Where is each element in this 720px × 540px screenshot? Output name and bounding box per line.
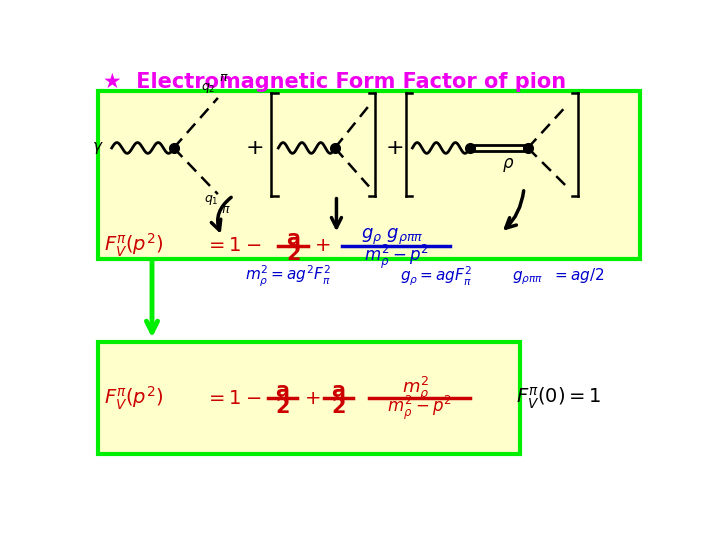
FancyBboxPatch shape (98, 342, 520, 454)
Text: $+$: $+$ (384, 138, 403, 158)
Text: $m_\rho^2$: $m_\rho^2$ (402, 375, 429, 403)
Text: $F_V^\pi(0) = 1$: $F_V^\pi(0) = 1$ (516, 386, 602, 411)
Text: $\mathbf{a}$: $\mathbf{a}$ (330, 381, 345, 401)
Text: ★  Electromagnetic Form Factor of pion: ★ Electromagnetic Form Factor of pion (103, 72, 567, 92)
Text: $\pi$: $\pi$ (221, 203, 230, 216)
Text: $g_\rho = agF_\pi^2$: $g_\rho = agF_\pi^2$ (400, 265, 472, 288)
Text: $\pi$: $\pi$ (219, 71, 229, 84)
Text: $+$: $+$ (305, 389, 320, 408)
Text: $= 1 - $: $= 1 - $ (204, 237, 261, 255)
Text: $+$: $+$ (315, 237, 330, 255)
Text: $q_1$: $q_1$ (204, 193, 218, 207)
Text: $\rho$: $\rho$ (503, 156, 515, 174)
Text: $g_{\rho\pi\pi}\ \ = ag/2$: $g_{\rho\pi\pi}\ \ = ag/2$ (513, 266, 605, 287)
Text: $= 1 - $: $= 1 - $ (204, 389, 261, 408)
Text: $+$: $+$ (246, 138, 264, 158)
Text: $g_\rho\ g_{\rho\pi\pi}$: $g_\rho\ g_{\rho\pi\pi}$ (361, 226, 423, 247)
Text: $F_V^\pi(p^2)$: $F_V^\pi(p^2)$ (104, 232, 163, 259)
Text: $\mathbf{2}$: $\mathbf{2}$ (330, 397, 346, 417)
Text: $m_\rho^2 - p^2$: $m_\rho^2 - p^2$ (387, 394, 452, 422)
Text: $\mathbf{a}$: $\mathbf{a}$ (275, 381, 289, 401)
FancyBboxPatch shape (98, 91, 640, 259)
Text: $\mathbf{a}$: $\mathbf{a}$ (286, 229, 300, 249)
Text: $\mathbf{2}$: $\mathbf{2}$ (275, 397, 289, 417)
Text: $\mathbf{2}$: $\mathbf{2}$ (286, 244, 300, 264)
Text: $F_V^\pi(p^2)$: $F_V^\pi(p^2)$ (104, 384, 163, 412)
Text: $q_2$: $q_2$ (201, 81, 215, 95)
Text: $\gamma$: $\gamma$ (92, 140, 104, 156)
Text: $m_\rho^2 = ag^2F_\pi^2$: $m_\rho^2 = ag^2F_\pi^2$ (245, 264, 331, 289)
Text: $m_\rho^2 - p^2$: $m_\rho^2 - p^2$ (364, 242, 428, 271)
